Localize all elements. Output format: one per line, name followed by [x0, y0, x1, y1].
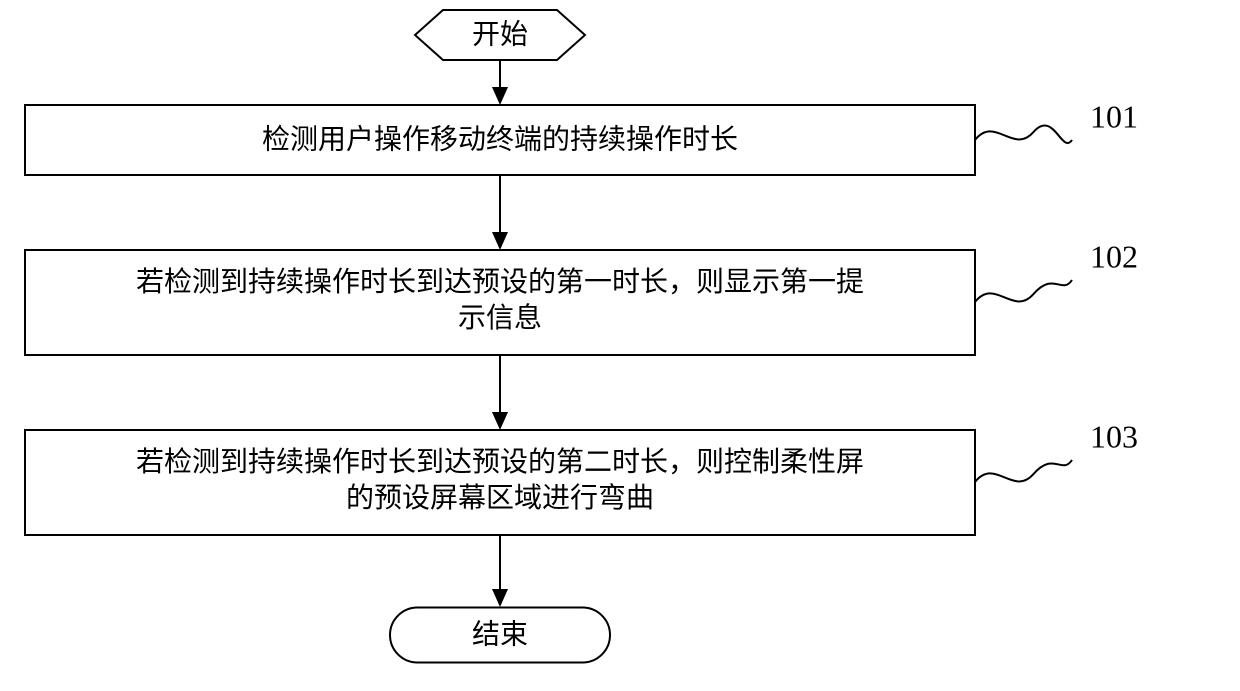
- callout-connector-102: [975, 280, 1072, 302]
- edge-arrowhead: [492, 232, 508, 250]
- flowchart-canvas: 开始检测用户操作移动终端的持续操作时长若检测到持续操作时长到达预设的第一时长，则…: [0, 0, 1240, 691]
- end-label: 结束: [472, 618, 528, 650]
- start-label: 开始: [472, 18, 528, 50]
- step2-label-line2: 示信息: [458, 302, 542, 334]
- callout-connector-101: [975, 125, 1072, 143]
- step1-label: 检测用户操作移动终端的持续操作时长: [262, 123, 738, 155]
- step3-label-line1: 若检测到持续操作时长到达预设的第二时长，则控制柔性屏: [136, 446, 864, 478]
- callout-label-101: 101: [1090, 98, 1138, 134]
- step2-label-line1: 若检测到持续操作时长到达预设的第一时长，则显示第一提: [136, 266, 864, 298]
- edge-arrowhead: [492, 87, 508, 105]
- step3-label-line2: 的预设屏幕区域进行弯曲: [346, 482, 654, 514]
- callout-connector-103: [975, 460, 1072, 482]
- edge-arrowhead: [492, 589, 508, 607]
- edge-arrowhead: [492, 412, 508, 430]
- callout-label-103: 103: [1090, 418, 1138, 454]
- callout-label-102: 102: [1090, 238, 1138, 274]
